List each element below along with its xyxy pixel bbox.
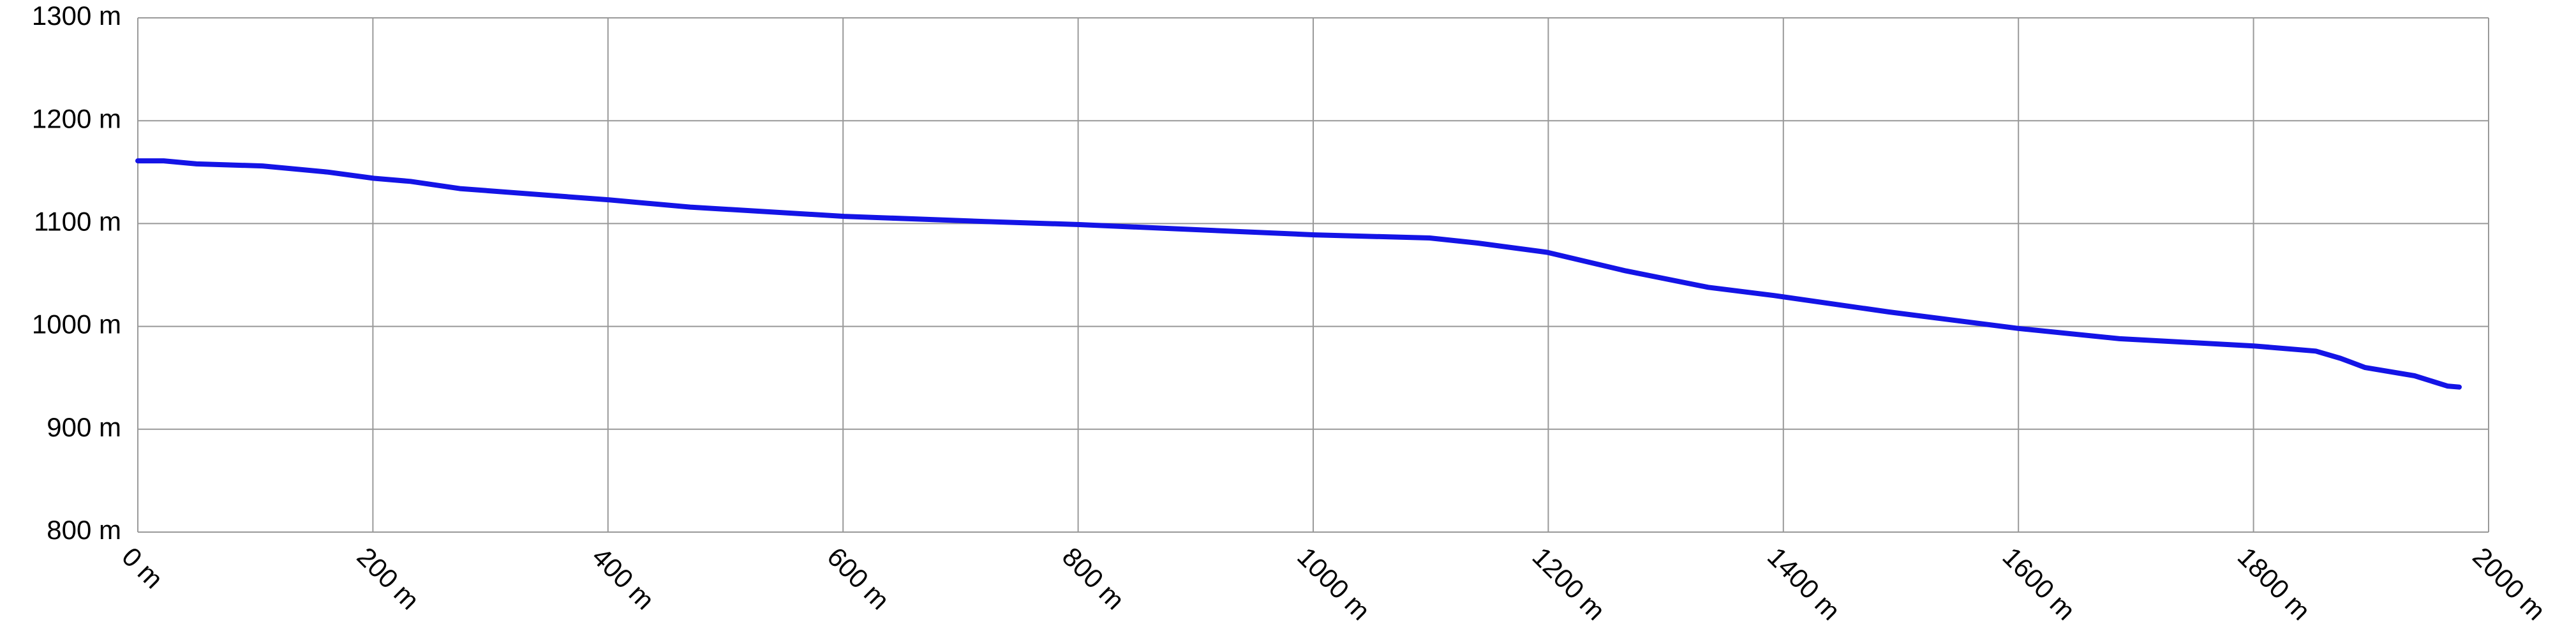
- x-tick-label: 800 m: [1057, 542, 1131, 616]
- x-tick-label: 1400 m: [1762, 542, 1846, 626]
- x-tick-label: 400 m: [586, 542, 660, 616]
- y-tick-label: 900 m: [47, 412, 121, 442]
- y-tick-label: 1100 m: [34, 206, 121, 236]
- x-tick-label: 1800 m: [2232, 542, 2316, 626]
- x-tick-label: 1000 m: [1292, 542, 1376, 626]
- x-tick-label: 1200 m: [1527, 542, 1611, 626]
- y-tick-label: 800 m: [47, 515, 121, 545]
- x-tick-label: 200 m: [352, 542, 426, 616]
- line: [135, 158, 2462, 390]
- x-tick-label: 1600 m: [1997, 542, 2081, 626]
- x-tick-label: 600 m: [821, 542, 895, 616]
- x-tick-label: 2000 m: [2467, 542, 2551, 626]
- y-tick-label: 1000 m: [32, 309, 121, 339]
- y-tick-label: 1200 m: [32, 103, 121, 133]
- y-tick-label: 1300 m: [32, 1, 121, 31]
- x-tick-label: 0 m: [116, 542, 169, 595]
